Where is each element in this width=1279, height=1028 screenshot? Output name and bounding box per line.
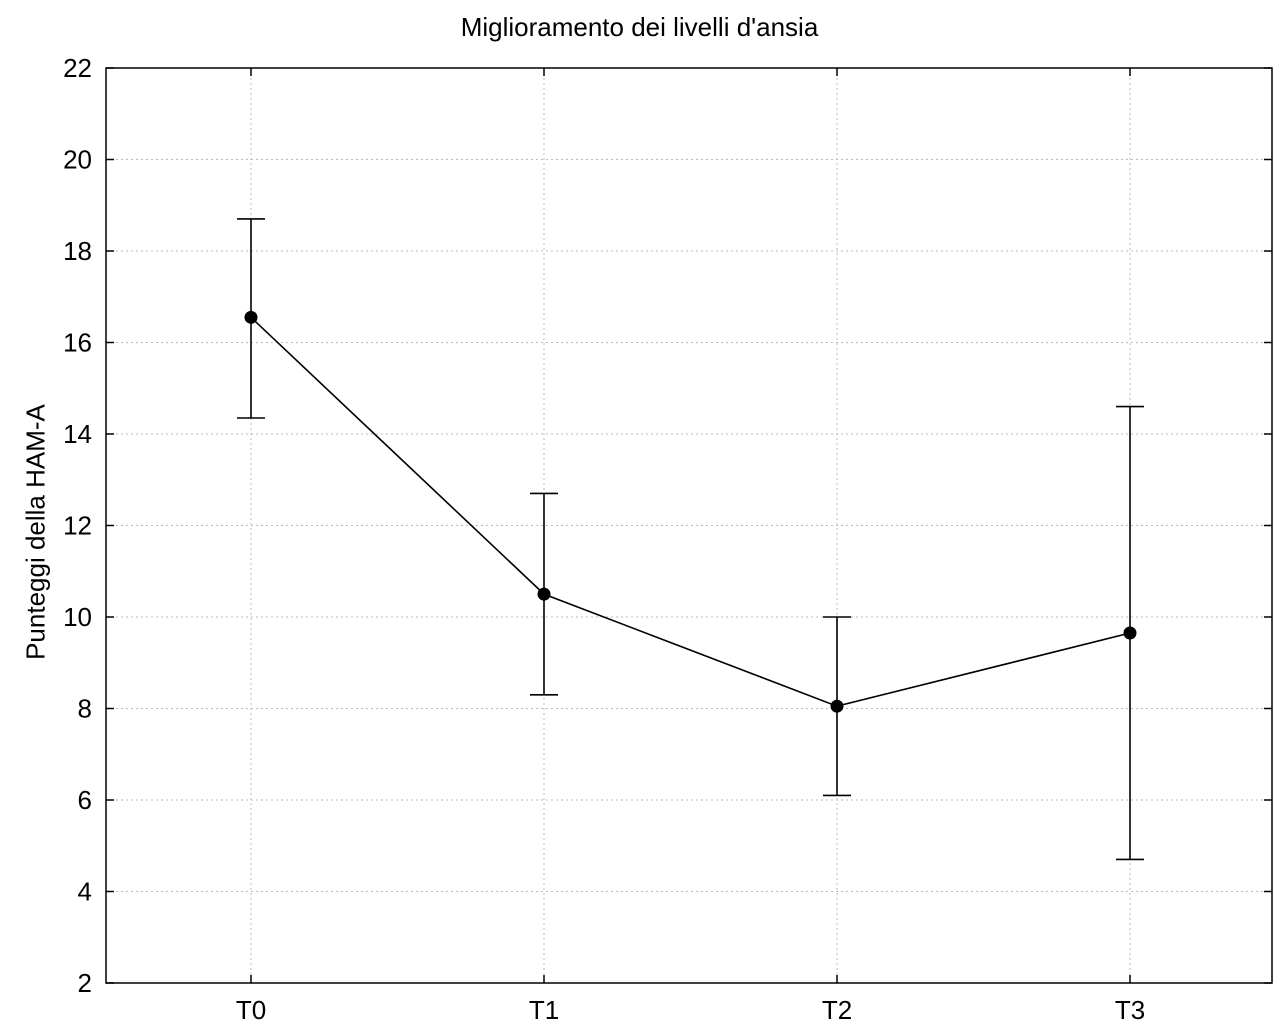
y-tick-label: 16 bbox=[63, 328, 92, 358]
x-tick-label: T0 bbox=[236, 995, 266, 1025]
x-tick-label: T3 bbox=[1115, 995, 1145, 1025]
y-tick-label: 6 bbox=[78, 785, 92, 815]
y-tick-label: 22 bbox=[63, 53, 92, 83]
y-tick-label: 2 bbox=[78, 968, 92, 998]
y-axis-ticks: 2 4 6 8 10 12 14 16 18 20 22 bbox=[63, 53, 1272, 998]
y-tick-label: 10 bbox=[63, 602, 92, 632]
x-tick-label: T1 bbox=[529, 995, 559, 1025]
y-tick-label: 18 bbox=[63, 236, 92, 266]
x-tick-label: T2 bbox=[822, 995, 852, 1025]
data-series bbox=[237, 218, 1144, 861]
data-point bbox=[830, 699, 844, 713]
y-tick-label: 4 bbox=[78, 877, 92, 907]
y-tick-label: 20 bbox=[63, 145, 92, 175]
y-tick-label: 14 bbox=[63, 419, 92, 449]
y-tick-label: 8 bbox=[78, 694, 92, 724]
grid-lines bbox=[106, 68, 1272, 983]
data-point bbox=[244, 310, 258, 324]
x-axis-ticks: T0 T1 T2 T3 bbox=[236, 68, 1145, 1025]
y-tick-label: 12 bbox=[63, 511, 92, 541]
data-point bbox=[537, 587, 551, 601]
data-point bbox=[1123, 626, 1137, 640]
chart-title: Miglioramento dei livelli d'ansia bbox=[460, 12, 819, 42]
series-line bbox=[250, 316, 1131, 708]
